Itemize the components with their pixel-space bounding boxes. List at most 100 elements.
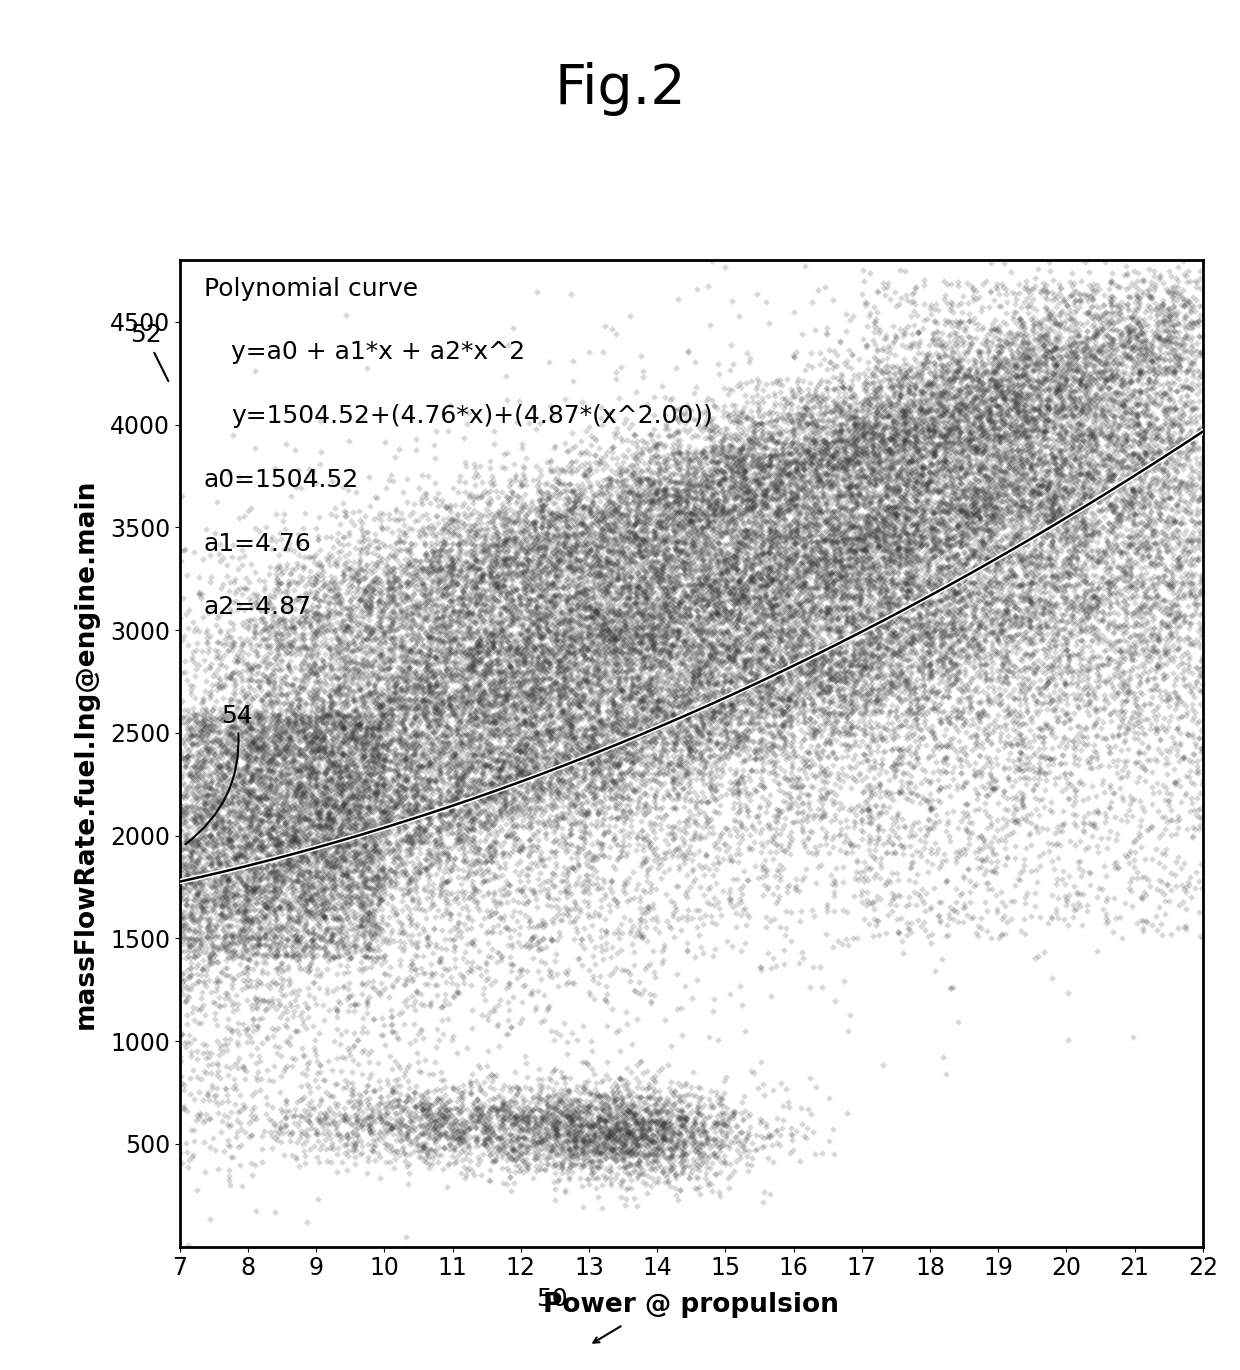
Point: [427, 674, 446, 696]
Point: [438, 615, 458, 637]
Point: [432, 830, 451, 852]
Point: [694, 1095, 714, 1117]
Point: [639, 656, 658, 678]
Point: [412, 1134, 432, 1156]
Point: [512, 571, 532, 593]
Point: [825, 989, 844, 1011]
Point: [600, 688, 620, 710]
Point: [412, 645, 432, 667]
Point: [1101, 447, 1121, 469]
Point: [398, 1121, 418, 1143]
Point: [403, 1121, 423, 1143]
Point: [224, 992, 244, 1014]
Point: [461, 730, 481, 752]
Point: [414, 680, 434, 701]
Point: [518, 930, 538, 952]
Point: [676, 786, 696, 808]
Point: [494, 770, 513, 792]
Point: [559, 664, 579, 686]
Point: [1008, 748, 1028, 770]
Point: [789, 511, 808, 533]
Point: [702, 580, 722, 601]
Point: [1017, 347, 1037, 369]
Point: [636, 633, 656, 655]
Point: [580, 849, 600, 871]
Point: [1163, 436, 1183, 458]
Point: [739, 688, 759, 710]
Point: [662, 1123, 682, 1145]
Point: [993, 567, 1013, 589]
Point: [670, 1163, 689, 1185]
Point: [711, 701, 730, 723]
Point: [1102, 549, 1122, 571]
Point: [381, 714, 401, 736]
Point: [935, 685, 955, 707]
Point: [241, 590, 260, 612]
Point: [792, 534, 812, 556]
Point: [733, 1136, 753, 1158]
Point: [398, 586, 418, 608]
Point: [894, 469, 914, 490]
Point: [465, 686, 485, 708]
Point: [458, 507, 477, 529]
Point: [830, 578, 849, 600]
Point: [559, 599, 579, 621]
Point: [913, 382, 932, 404]
Point: [1094, 448, 1114, 470]
Point: [733, 508, 753, 530]
Point: [1192, 293, 1211, 315]
Point: [1025, 573, 1045, 595]
Point: [704, 719, 724, 741]
Point: [630, 649, 650, 671]
Point: [264, 673, 284, 695]
Point: [890, 381, 910, 403]
Point: [929, 582, 949, 604]
Point: [944, 592, 963, 614]
Point: [444, 940, 464, 962]
Point: [831, 369, 851, 390]
Point: [580, 678, 600, 700]
Point: [335, 562, 355, 584]
Point: [347, 627, 367, 649]
Point: [229, 706, 249, 727]
Point: [790, 633, 810, 655]
Point: [418, 666, 438, 688]
Point: [646, 510, 666, 532]
Point: [699, 1026, 719, 1048]
Point: [474, 718, 494, 740]
Point: [510, 647, 529, 669]
Point: [1112, 926, 1132, 948]
Point: [869, 451, 889, 473]
Point: [445, 744, 465, 766]
Point: [697, 573, 717, 595]
Point: [186, 921, 206, 943]
Point: [1133, 623, 1153, 645]
Point: [872, 371, 892, 393]
Point: [557, 1043, 577, 1064]
Point: [822, 445, 842, 467]
Point: [621, 707, 641, 729]
Point: [858, 632, 878, 653]
Point: [321, 503, 341, 525]
Point: [746, 451, 766, 473]
Point: [176, 866, 196, 888]
Point: [378, 771, 398, 793]
Point: [334, 785, 353, 807]
Point: [807, 722, 827, 744]
Point: [1143, 616, 1163, 638]
Point: [418, 790, 438, 812]
Point: [458, 777, 477, 799]
Point: [1068, 630, 1087, 652]
Point: [255, 921, 275, 943]
Point: [947, 748, 967, 770]
Point: [667, 512, 687, 534]
Point: [190, 766, 210, 788]
Point: [579, 596, 599, 618]
Point: [543, 670, 563, 692]
Point: [620, 1138, 640, 1160]
Point: [1135, 349, 1154, 371]
Point: [946, 669, 966, 690]
Point: [620, 773, 640, 795]
Point: [608, 586, 627, 608]
Point: [696, 608, 715, 630]
